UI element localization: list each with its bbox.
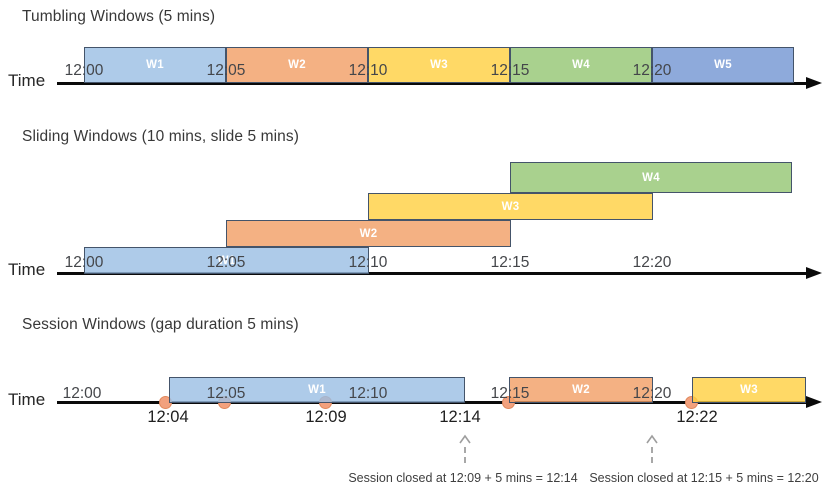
session-window-w1-label: W1 [308,384,326,396]
tumbling-window-w1-label: W1 [146,59,164,71]
tumbling-window-w3-label: W3 [430,59,448,71]
sliding-time-axis-label: Time [8,260,46,279]
session-tick-1210: 12:10 [348,385,388,402]
session-window-w2: W2 [509,377,653,403]
session-window-w1: W1 [169,377,465,403]
tumbling-tick-1210: 12:10 [348,62,388,79]
sliding-axis-arrow-icon [806,267,822,279]
dashed-up-arrow-icon-1 [459,434,471,466]
session-tick-1215: 12:15 [490,385,530,402]
session-closed-annotation-1: Session closed at 12:09 + 5 mins = 12:14 [348,471,578,485]
tumbling-time-axis [57,82,810,85]
tumbling-section-title: Tumbling Windows (5 mins) [22,8,216,25]
session-time-axis-label: Time [8,390,46,409]
tumbling-tick-1215: 12:15 [490,62,530,79]
sliding-window-w3: W3 [368,193,653,220]
tumbling-window-w1: W1 [84,47,226,83]
tumbling-window-w4-label: W4 [572,59,590,71]
tumbling-tick-1200: 12:00 [64,62,104,79]
session-tick-1205: 12:05 [206,385,246,402]
sliding-tick-1205: 12:05 [206,254,246,271]
sliding-tick-1215: 12:15 [490,254,530,271]
session-window-w3: W3 [692,377,806,403]
sliding-window-w2-label: W2 [359,227,378,240]
session-window-w2-label: W2 [572,384,590,396]
sliding-window-w4: W4 [510,162,792,193]
dashed-up-arrow-icon-2 [646,434,658,466]
tumbling-window-w2: W2 [226,47,368,83]
tumbling-tick-1205: 12:05 [206,62,246,79]
sliding-window-w1: W1 [84,247,369,274]
session-tick-1200: 12:00 [62,385,102,402]
tumbling-tick-1220: 12:20 [632,62,672,79]
sliding-window-w1-label: W1 [217,254,236,267]
sliding-window-w4-label: W4 [642,171,660,184]
sliding-tick-1220: 12:20 [632,254,672,271]
sliding-section-title: Sliding Windows (10 mins, slide 5 mins) [22,128,299,145]
tumbling-window-w4: W4 [510,47,652,83]
session-axis-arrow-icon [806,396,822,408]
sliding-window-w2: W2 [226,220,511,247]
session-window-w3-label: W3 [740,384,758,396]
session-event-label-1209: 12:09 [305,408,347,426]
session-event-label-1204: 12:04 [147,408,189,426]
sliding-tick-1210: 12:10 [348,254,388,271]
session-event-label-1222: 12:22 [676,408,718,426]
tumbling-window-w3: W3 [368,47,510,83]
tumbling-time-axis-label: Time [8,71,46,90]
tumbling-window-w5: W5 [652,47,794,83]
tumbling-window-w5-label: W5 [714,59,732,71]
session-closed-annotation-2: Session closed at 12:15 + 5 mins = 12:20 [589,471,819,485]
session-tick-1220: 12:20 [632,385,672,402]
sliding-time-axis [57,272,810,275]
tumbling-axis-arrow-icon [806,77,822,89]
session-section-title: Session Windows (gap duration 5 mins) [22,316,299,333]
session-close-label-1214: 12:14 [439,408,481,426]
sliding-window-w3-label: W3 [501,200,520,213]
tumbling-window-w2-label: W2 [288,59,306,71]
sliding-tick-1200: 12:00 [64,254,104,271]
